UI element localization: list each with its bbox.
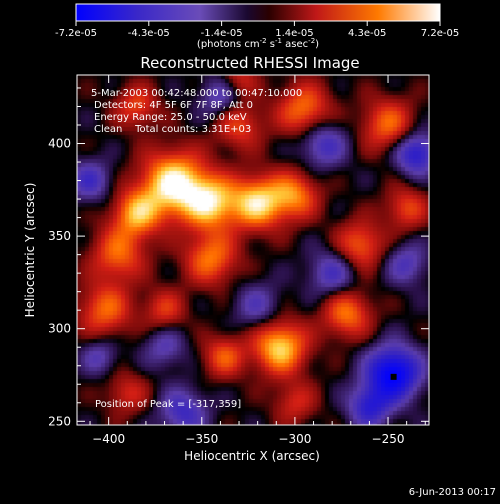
y-tick-label: 300: [48, 322, 71, 336]
peak-marker: [390, 373, 397, 380]
axis-ticks: −400 −350 −300 −250 250 300 350 400: [48, 75, 429, 446]
colorbar-tick-label: 4.3e-05: [348, 28, 386, 39]
info-peak: Position of Peak = [-317,359]: [95, 399, 241, 410]
chart-title: Reconstructed RHESSI Image: [140, 54, 359, 72]
x-tick-label: −400: [92, 432, 125, 446]
x-tick-label: −300: [278, 432, 311, 446]
x-axis-label: Heliocentric X (arcsec): [184, 449, 320, 463]
footer-date: 6-Jun-2013 00:17: [409, 487, 496, 498]
info-detectors: Detectors: 4F 5F 6F 7F 8F, Att 0: [94, 100, 253, 111]
colorbar-tick-label: 1.4e-05: [275, 28, 313, 39]
colorbar-tick-label: -4.3e-05: [128, 28, 170, 39]
x-tick-label: −250: [372, 432, 405, 446]
info-clean: Clean Total counts: 3.31E+03: [94, 124, 251, 135]
y-tick-label: 350: [48, 229, 71, 243]
info-energy: Energy Range: 25.0 - 50.0 keV: [94, 112, 247, 123]
y-tick-label: 400: [48, 137, 71, 151]
colorbar-ticks: -7.2e-05 -4.3e-05 -1.4e-05 1.4e-05 4.3e-05 7.…: [55, 21, 459, 39]
plot-frame: [76, 74, 430, 426]
colorbar-gradient: [75, 3, 441, 22]
y-tick-label: 250: [48, 414, 71, 428]
colorbar-tick-label: -7.2e-05: [55, 28, 97, 39]
colorbar-tick-label: -1.4e-05: [201, 28, 243, 39]
y-axis-label: Heliocentric Y (arcsec): [23, 183, 37, 318]
info-time: 5-Mar-2003 00:42:48.000 to 00:47:10.000: [91, 88, 302, 99]
x-tick-label: −350: [185, 432, 218, 446]
colorbar-unit-label: (photons cm-2 s-1 asec-2): [197, 37, 319, 50]
colorbar-tick-label: 7.2e-05: [421, 28, 459, 39]
plot-area: −400 −350 −300 −250 250 300 350 400: [48, 74, 430, 446]
info-overlay: 5-Mar-2003 00:42:48.000 to 00:47:10.000 …: [91, 88, 302, 410]
colorbar: -7.2e-05 -4.3e-05 -1.4e-05 1.4e-05 4.3e-05 7.…: [55, 3, 459, 50]
heatmap-image: [77, 75, 429, 425]
